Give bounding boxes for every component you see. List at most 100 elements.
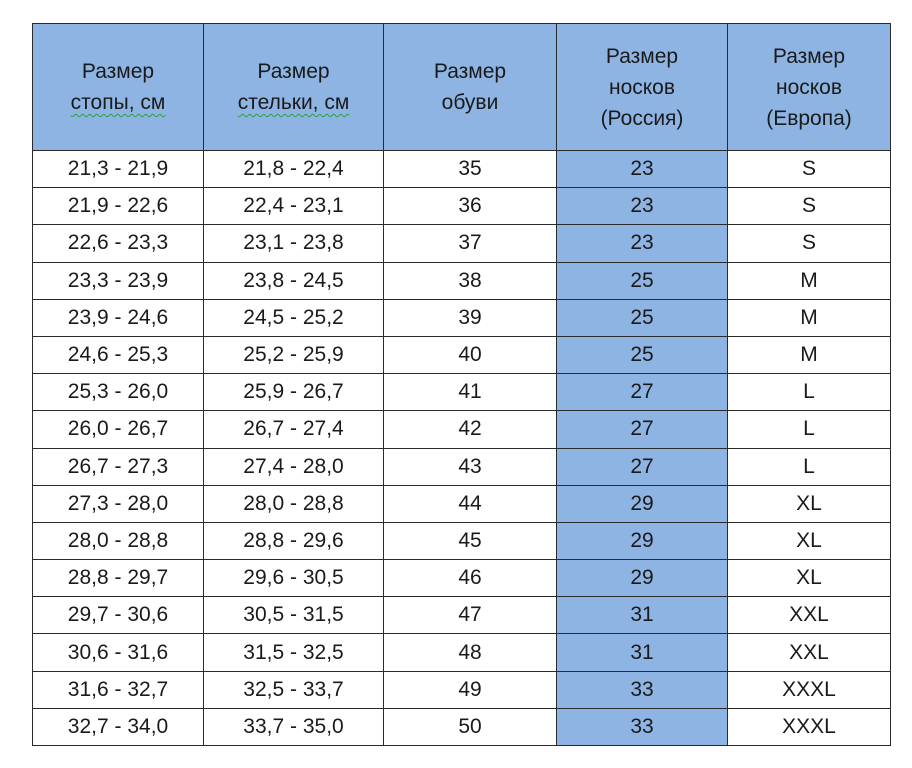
foot-length-cell: 28,8 - 29,7 [32,559,204,598]
sock-size-russia-cell: 27 [556,447,728,486]
header-sock-size-russia-line-1: Размер [605,44,679,68]
table-row: 24,6 - 25,3 25,2 - 25,9 40 25 M [32,335,891,375]
sock-size-russia-cell: 27 [556,410,728,449]
sock-size-europe-cell: L [727,410,891,449]
foot-length-cell: 24,6 - 25,3 [32,335,204,375]
sock-size-russia-cell: 31 [556,633,728,672]
header-insole-length: Размер стельки, см [203,23,384,151]
table-row: 22,6 - 23,3 23,1 - 23,8 37 23 S [32,224,891,263]
shoe-size-cell: 44 [383,484,557,523]
sock-size-europe-cell: S [727,187,891,226]
shoe-size-cell: 39 [383,298,557,337]
sock-size-russia-cell: 33 [556,707,728,747]
table-row: 25,3 - 26,0 25,9 - 26,7 41 27 L [32,373,891,412]
sock-size-europe-cell: M [727,335,891,375]
shoe-size-cell: 41 [383,373,557,412]
insole-length-cell: 33,7 - 35,0 [203,707,384,747]
sock-size-europe-cell: S [727,224,891,263]
shoe-size-cell: 36 [383,187,557,226]
insole-length-cell: 25,2 - 25,9 [203,335,384,375]
shoe-size-cell: 43 [383,447,557,486]
header-sock-size-europe-line-1: Размер [772,44,846,68]
shoe-size-cell: 49 [383,670,557,709]
insole-length-cell: 27,4 - 28,0 [203,447,384,486]
foot-length-cell: 21,3 - 21,9 [32,149,204,189]
header-insole-length-line-2: стельки, см [237,91,350,114]
sock-size-europe-cell: XL [727,521,891,561]
shoe-size-cell: 35 [383,149,557,189]
sock-size-europe-cell: XL [727,559,891,598]
foot-length-cell: 29,7 - 30,6 [32,596,204,635]
shoe-size-cell: 47 [383,596,557,635]
sock-size-russia-cell: 29 [556,484,728,523]
foot-length-cell: 28,0 - 28,8 [32,521,204,561]
sock-size-russia-cell: 23 [556,187,728,226]
insole-length-cell: 30,5 - 31,5 [203,596,384,635]
sock-size-europe-cell: M [727,298,891,337]
table-row: 23,9 - 24,6 24,5 - 25,2 39 25 M [32,298,891,337]
table-row: 28,0 - 28,8 28,8 - 29,6 45 29 XL [32,521,891,561]
sock-size-russia-cell: 25 [556,335,728,375]
foot-length-cell: 32,7 - 34,0 [32,707,204,747]
table-body: 21,3 - 21,9 21,8 - 22,4 35 23 S 21,9 - 22,6 22… [32,149,891,747]
insole-length-cell: 28,8 - 29,6 [203,521,384,561]
sock-size-russia-cell: 29 [556,559,728,598]
insole-length-cell: 25,9 - 26,7 [203,373,384,412]
shoe-size-cell: 37 [383,224,557,263]
sock-size-europe-cell: XXXL [727,707,891,747]
shoe-size-cell: 45 [383,521,557,561]
table-row: 30,6 - 31,6 31,5 - 32,5 48 31 XXL [32,633,891,672]
header-foot-length: Размер стопы, см [32,23,204,151]
header-foot-length-line-2: стопы, см [70,91,166,114]
insole-length-cell: 28,0 - 28,8 [203,484,384,523]
table-row: 31,6 - 32,7 32,5 - 33,7 49 33 XXXL [32,670,891,709]
size-chart-table: Размер стопы, см Размер стельки, см Разм… [32,23,891,747]
insole-length-cell: 23,1 - 23,8 [203,224,384,263]
sock-size-russia-cell: 31 [556,596,728,635]
header-foot-length-line-1: Размер [81,60,155,83]
foot-length-cell: 30,6 - 31,6 [32,633,204,672]
foot-length-cell: 25,3 - 26,0 [32,373,204,412]
insole-length-cell: 31,5 - 32,5 [203,633,384,672]
shoe-size-cell: 38 [383,261,557,300]
foot-length-cell: 31,6 - 32,7 [32,670,204,709]
sock-size-russia-cell: 23 [556,149,728,189]
sock-size-europe-cell: XXL [727,633,891,672]
insole-length-cell: 32,5 - 33,7 [203,670,384,709]
table-row: 29,7 - 30,6 30,5 - 31,5 47 31 XXL [32,596,891,635]
header-sock-size-russia-line-2: носков [608,75,676,99]
foot-length-cell: 23,3 - 23,9 [32,261,204,300]
sock-size-europe-cell: XXL [727,596,891,635]
header-sock-size-europe: Размер носков (Европа) [727,23,891,151]
table-row: 32,7 - 34,0 33,7 - 35,0 50 33 XXXL [32,707,891,747]
sock-size-russia-cell: 27 [556,373,728,412]
foot-length-cell: 21,9 - 22,6 [32,187,204,226]
insole-length-cell: 24,5 - 25,2 [203,298,384,337]
sock-size-europe-cell: XXXL [727,670,891,709]
table-row: 21,9 - 22,6 22,4 - 23,1 36 23 S [32,187,891,226]
header-shoe-size-line-2: обуви [441,91,499,114]
header-sock-size-russia: Размер носков (Россия) [556,23,728,151]
insole-length-cell: 29,6 - 30,5 [203,559,384,598]
sock-size-russia-cell: 25 [556,298,728,337]
header-shoe-size-line-1: Размер [433,60,507,83]
sock-size-europe-cell: M [727,261,891,300]
header-shoe-size: Размер обуви [383,23,557,151]
table-row: 27,3 - 28,0 28,0 - 28,8 44 29 XL [32,484,891,523]
sock-size-europe-cell: L [727,447,891,486]
header-sock-size-russia-line-3: (Россия) [600,106,684,130]
insole-length-cell: 22,4 - 23,1 [203,187,384,226]
sock-size-europe-cell: XL [727,484,891,523]
shoe-size-cell: 42 [383,410,557,449]
shoe-size-cell: 46 [383,559,557,598]
table-row: 26,0 - 26,7 26,7 - 27,4 42 27 L [32,410,891,449]
insole-length-cell: 21,8 - 22,4 [203,149,384,189]
foot-length-cell: 26,7 - 27,3 [32,447,204,486]
insole-length-cell: 23,8 - 24,5 [203,261,384,300]
header-sock-size-europe-line-2: носков [775,75,843,99]
sock-size-europe-cell: L [727,373,891,412]
sock-size-russia-cell: 23 [556,224,728,263]
foot-length-cell: 22,6 - 23,3 [32,224,204,263]
header-insole-length-line-1: Размер [257,60,330,83]
sock-size-russia-cell: 33 [556,670,728,709]
